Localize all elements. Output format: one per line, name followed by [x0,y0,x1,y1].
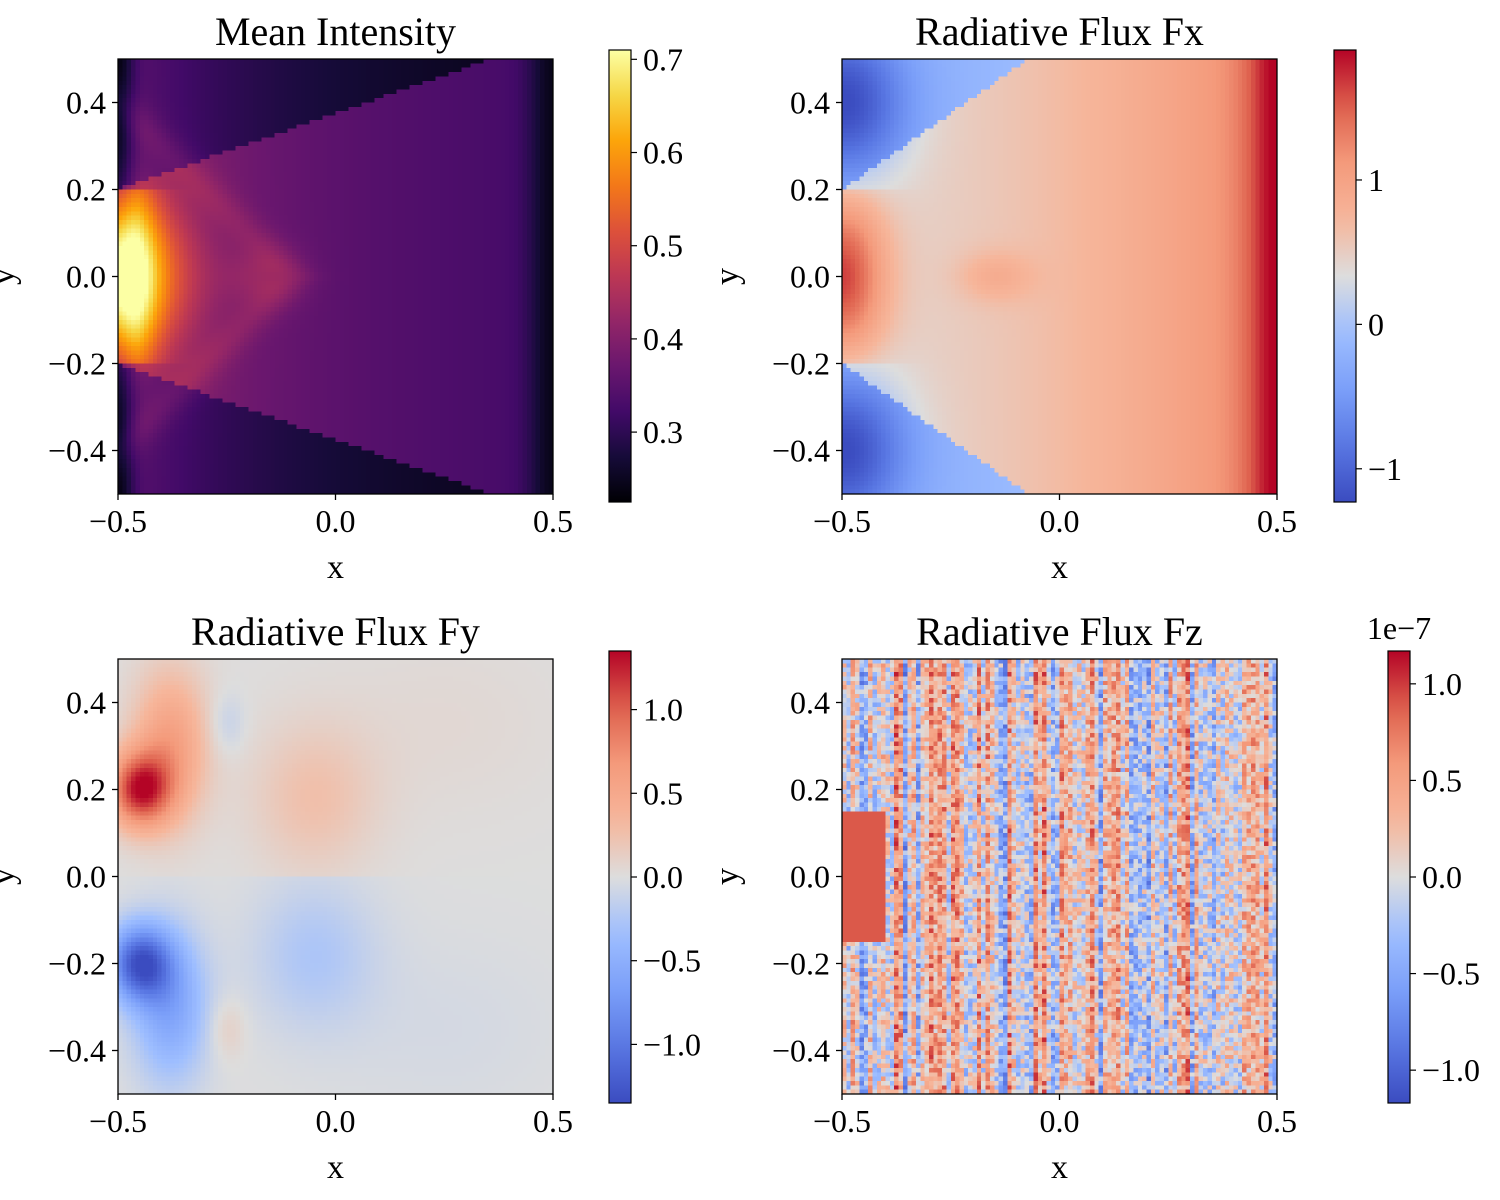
colorbar-tick-label: −0.5 [1422,956,1480,992]
y-tick-label: 0.0 [790,859,830,895]
colorbar [1388,651,1410,1103]
x-tick-label: −0.5 [813,503,871,539]
x-axis-label: x [327,549,344,586]
x-tick-label: −0.5 [813,1103,871,1139]
colorbar-tick-label: 0 [1368,306,1384,342]
x-axis-label: x [1051,549,1068,586]
colorbar-tick-label: −0.5 [643,943,701,979]
y-tick-label: 0.0 [790,259,830,295]
y-tick-label: 0.2 [790,772,830,808]
panel-mean-intensity: −0.5 0.0 0.5 −0.4 −0.2 0.0 0.2 0.4 Mean Intensit… [0,9,683,586]
y-tick-label: −0.4 [772,1033,830,1069]
x-tick-label: 0.0 [316,503,356,539]
heatmap-image [842,659,1277,1094]
panel-radiative-flux-fz: −0.5 0.0 0.5 −0.4 −0.2 0.0 0.2 0.4 Radiative Flu… [709,609,1480,1186]
colorbar-tick-label: 0.0 [643,859,683,895]
y-axis-label: y [709,268,746,285]
x-tick-label: −0.5 [89,503,147,539]
y-tick-label: −0.2 [772,346,830,382]
y-tick-label: −0.4 [772,433,830,469]
colorbar-tick-label: 1.0 [643,692,683,728]
colorbar-offset-label: 1e−7 [1367,610,1431,646]
y-axis-label: y [0,268,22,285]
x-tick-label: 0.5 [533,503,573,539]
x-tick-label: 0.5 [1257,1103,1297,1139]
heatmap-image [118,659,553,1094]
y-tick-label: 0.4 [66,85,106,121]
chart-title: Radiative Flux Fx [915,9,1204,54]
x-axis-label: x [327,1149,344,1186]
y-tick-label: 0.2 [66,772,106,808]
y-tick-label: 0.4 [790,685,830,721]
y-tick-label: 0.2 [790,172,830,208]
y-tick-label: 0.0 [66,859,106,895]
colorbar-tick-label: 0.0 [1422,859,1462,895]
x-tick-label: 0.5 [1257,503,1297,539]
colorbar-tick-label: 0.7 [643,41,683,77]
colorbar-frame [1333,49,1357,503]
colorbar-tick-label: −1.0 [1422,1052,1480,1088]
chart-title: Radiative Flux Fz [916,609,1203,654]
x-tick-label: −0.5 [89,1103,147,1139]
colorbar-tick-label: 0.5 [1422,762,1462,798]
heatmap-image [118,59,553,494]
x-tick-label: 0.0 [316,1103,356,1139]
colorbar-tick-label: −1.0 [643,1026,701,1062]
colorbar-tick-label: 0.5 [643,775,683,811]
colorbar-tick-label: 0.6 [643,135,683,171]
colorbar-frame [608,49,632,503]
x-tick-label: 0.5 [533,1103,573,1139]
y-tick-label: −0.4 [48,1033,106,1069]
y-axis-label: y [0,868,22,885]
colorbar [609,50,631,502]
colorbar [1334,50,1356,502]
colorbar [609,651,631,1103]
x-axis-label: x [1051,1149,1068,1186]
y-tick-label: −0.4 [48,433,106,469]
y-tick-label: −0.2 [48,946,106,982]
x-tick-label: 0.0 [1040,1103,1080,1139]
y-tick-label: 0.4 [790,85,830,121]
colorbar-tick-label: 0.4 [643,321,683,357]
y-axis-label: y [709,868,746,885]
y-tick-label: 0.4 [66,685,106,721]
colorbar-tick-label: 1 [1368,162,1384,198]
chart-title: Mean Intensity [215,9,456,54]
x-tick-label: 0.0 [1040,503,1080,539]
colorbar-tick-label: 1.0 [1422,666,1462,702]
y-tick-label: 0.2 [66,172,106,208]
panel-radiative-flux-fx: −0.5 0.0 0.5 −0.4 −0.2 0.0 0.2 0.4 Radiative Flu… [709,9,1402,586]
y-tick-label: −0.2 [48,346,106,382]
colorbar-tick-label: 0.3 [643,414,683,450]
heatmap-image [842,59,1277,494]
colorbar-tick-label: −1 [1368,451,1402,487]
y-tick-label: −0.2 [772,946,830,982]
chart-title: Radiative Flux Fy [191,609,480,654]
colorbar-tick-label: 0.5 [643,228,683,264]
y-tick-label: 0.0 [66,259,106,295]
panel-radiative-flux-fy: −0.5 0.0 0.5 −0.4 −0.2 0.0 0.2 0.4 Radiative Flu… [0,609,701,1186]
